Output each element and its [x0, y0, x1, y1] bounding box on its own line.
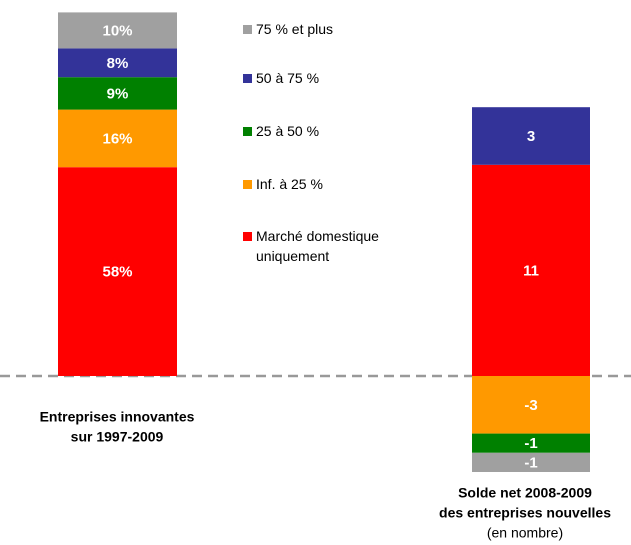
bar-segment: [472, 376, 590, 434]
value-label: 16%: [102, 130, 132, 147]
value-label: -3: [524, 397, 537, 414]
value-label: -1: [524, 454, 537, 471]
value-label: -1: [524, 435, 537, 452]
category-note: (en nombre): [487, 525, 563, 541]
legend-swatch: [243, 232, 252, 241]
value-label: 9%: [107, 85, 129, 102]
legend-label: Inf. à 25 %: [256, 176, 323, 192]
category-label: Solde net 2008-2009: [458, 485, 592, 501]
bar-segment: [472, 452, 590, 472]
legend-label: 25 à 50 %: [256, 123, 320, 139]
category-label: des entreprises nouvelles: [439, 505, 611, 521]
bar-segment: [58, 109, 177, 168]
bar-segment: [472, 433, 590, 453]
legend-swatch: [243, 127, 252, 136]
bar-segment: [58, 48, 177, 78]
category-label: Entreprises innovantes: [40, 409, 195, 425]
bar-segment: [472, 164, 590, 376]
legend-label: Marché domestique uniquement: [256, 228, 379, 264]
legend-label: 50 à 75 %: [256, 70, 320, 86]
legend-swatch: [243, 180, 252, 189]
bar-segment: [58, 12, 177, 49]
bar-segment: [58, 77, 177, 110]
value-label: 10%: [102, 22, 132, 39]
value-label: 11: [523, 262, 539, 279]
value-label: 8%: [107, 55, 129, 72]
legend-label: 75 % et plus: [256, 21, 334, 37]
legend-swatch: [243, 25, 252, 34]
bar-segment: [472, 107, 590, 165]
value-label: 3: [527, 128, 535, 145]
bar-segment: [58, 167, 177, 376]
value-label: 58%: [102, 264, 132, 281]
category-label: sur 1997-2009: [71, 429, 164, 445]
legend-swatch: [243, 74, 252, 83]
